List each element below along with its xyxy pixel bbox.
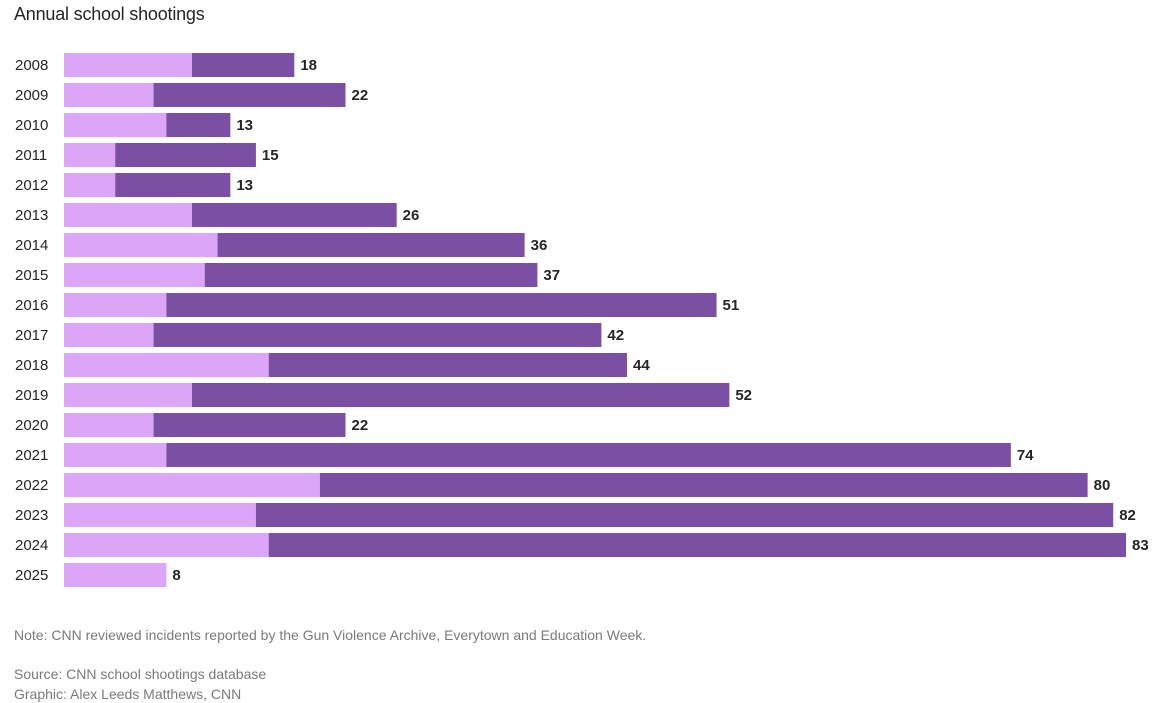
bar-segment-dark bbox=[115, 143, 256, 167]
value-label: 51 bbox=[723, 297, 740, 314]
bar-segment-light bbox=[64, 83, 154, 107]
value-label: 36 bbox=[531, 237, 548, 254]
value-label: 52 bbox=[735, 387, 752, 404]
year-label: 2019 bbox=[15, 387, 48, 404]
year-label: 2008 bbox=[15, 57, 48, 74]
year-label: 2013 bbox=[15, 207, 48, 224]
bar-segment-dark bbox=[255, 503, 1114, 527]
year-label: 2014 bbox=[15, 237, 48, 254]
bar-segment-dark bbox=[191, 53, 295, 77]
bar-segment-light bbox=[64, 293, 167, 317]
year-label: 2012 bbox=[15, 177, 48, 194]
year-label: 2024 bbox=[15, 537, 48, 554]
year-label: 2020 bbox=[15, 417, 48, 434]
chart-note: Note: CNN reviewed incidents reported by… bbox=[14, 627, 647, 643]
bar-segment-dark bbox=[268, 353, 627, 377]
value-label: 26 bbox=[403, 207, 420, 224]
bar-segment-dark bbox=[217, 233, 525, 257]
bar-segment-light bbox=[64, 263, 205, 287]
value-label: 80 bbox=[1094, 477, 1111, 494]
bar-segment-light bbox=[64, 413, 154, 437]
bar-segment-light bbox=[64, 323, 154, 347]
year-label: 2025 bbox=[15, 567, 48, 584]
bar-segment-dark bbox=[153, 83, 346, 107]
bar-segment-light bbox=[64, 443, 167, 467]
bar-segment-light bbox=[64, 203, 192, 227]
year-label: 2017 bbox=[15, 327, 48, 344]
bar-segment-light bbox=[64, 473, 320, 497]
value-label: 83 bbox=[1132, 537, 1149, 554]
bar-segment-dark bbox=[153, 323, 602, 347]
year-label: 2011 bbox=[15, 147, 47, 164]
value-label: 82 bbox=[1119, 507, 1136, 524]
bar-segment-light bbox=[64, 533, 269, 557]
bar-segment-dark bbox=[268, 533, 1126, 557]
value-label: 13 bbox=[236, 177, 253, 194]
value-label: 74 bbox=[1017, 447, 1034, 464]
bar-segment-dark bbox=[204, 263, 538, 287]
bar-segment-light bbox=[64, 563, 167, 587]
bar-segment-light bbox=[64, 173, 116, 197]
bar-segment-dark bbox=[191, 203, 397, 227]
chart-title: Annual school shootings bbox=[14, 4, 205, 24]
bar-chart: 2008 18 2009 22 2010 13 2011 15 2012 13 2013 26 2014… bbox=[15, 53, 1149, 587]
year-label: 2018 bbox=[15, 357, 48, 374]
year-label: 2023 bbox=[15, 507, 48, 524]
value-label: 42 bbox=[607, 327, 624, 344]
bar-segment-light bbox=[64, 503, 256, 527]
bar-segment-dark bbox=[191, 383, 730, 407]
bar-segment-light bbox=[64, 383, 192, 407]
value-label: 44 bbox=[633, 357, 650, 374]
bar-segment-dark bbox=[153, 413, 346, 437]
value-label: 22 bbox=[351, 87, 368, 104]
bar-segment-light bbox=[64, 353, 269, 377]
year-label: 2015 bbox=[15, 267, 48, 284]
year-label: 2022 bbox=[15, 477, 48, 494]
bar-segment-dark bbox=[166, 113, 231, 137]
bar-segment-light bbox=[64, 143, 116, 167]
chart-source: Source: CNN school shootings database bbox=[14, 666, 267, 682]
year-label: 2016 bbox=[15, 297, 48, 314]
value-label: 22 bbox=[351, 417, 368, 434]
value-label: 15 bbox=[262, 147, 279, 164]
bar-segment-dark bbox=[166, 293, 717, 317]
value-label: 37 bbox=[543, 267, 560, 284]
bar-segment-dark bbox=[166, 443, 1011, 467]
bar-segment-dark bbox=[319, 473, 1088, 497]
bar-segment-light bbox=[64, 233, 218, 257]
year-label: 2009 bbox=[15, 87, 48, 104]
bar-segment-light bbox=[64, 113, 167, 137]
value-label: 13 bbox=[236, 117, 253, 134]
year-label: 2010 bbox=[15, 117, 48, 134]
year-label: 2021 bbox=[15, 447, 48, 464]
bar-segment-dark bbox=[115, 173, 231, 197]
value-label: 8 bbox=[172, 567, 180, 584]
value-label: 18 bbox=[300, 57, 317, 74]
chart-credit: Graphic: Alex Leeds Matthews, CNN bbox=[14, 686, 242, 702]
bar-segment-light bbox=[64, 53, 192, 77]
